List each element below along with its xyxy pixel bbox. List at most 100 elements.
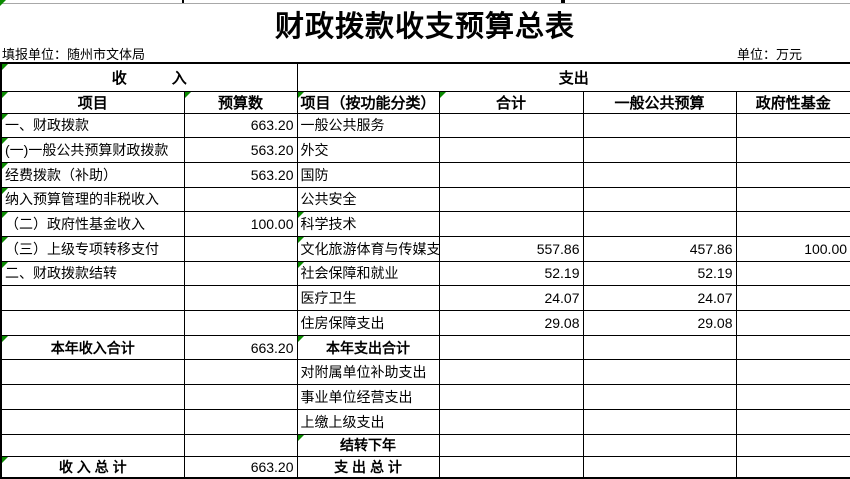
total-cell[interactable]: 29.08 (438, 310, 584, 336)
general-budget-cell[interactable]: 457.86 (582, 235, 737, 262)
budget-cell[interactable] (183, 186, 298, 213)
budget-cell[interactable]: 563.20 (183, 161, 298, 188)
government-fund-cell[interactable] (735, 433, 850, 457)
expense-item-cell[interactable]: 本年支出合计 (296, 334, 440, 361)
total-cell[interactable] (438, 137, 584, 163)
expense-item-cell[interactable]: 支 出 总 计 (296, 455, 440, 479)
budget-cell[interactable] (183, 433, 298, 457)
total-cell[interactable]: 557.86 (438, 235, 584, 262)
general-budget-cell[interactable] (582, 384, 737, 410)
income-item-cell[interactable] (0, 384, 185, 410)
government-fund-cell[interactable]: 100.00 (735, 235, 850, 262)
budget-cell[interactable] (183, 260, 298, 287)
expense-item-cell[interactable]: 住房保障支出 (296, 310, 440, 336)
income-group-header-cell[interactable]: 收 入 (0, 62, 298, 92)
general-budget-cell[interactable]: 29.08 (582, 310, 737, 336)
income-item-cell[interactable]: （二）政府性基金收入 (0, 211, 185, 237)
general-budget-cell[interactable] (582, 455, 737, 479)
government-fund-cell[interactable] (735, 359, 850, 386)
general-budget-cell[interactable] (582, 408, 737, 435)
budget-cell[interactable] (183, 384, 298, 410)
budget-cell[interactable]: 663.20 (183, 455, 298, 479)
income-item-cell[interactable]: 本年收入合计 (0, 334, 185, 361)
government-fund-cell[interactable] (735, 384, 850, 410)
total-cell[interactable] (438, 408, 584, 435)
col-header-expense-item[interactable]: 项目（按功能分类） (296, 90, 440, 114)
general-budget-cell[interactable] (582, 334, 737, 361)
government-fund-cell[interactable] (735, 137, 850, 163)
total-cell[interactable] (438, 211, 584, 237)
expense-item-cell[interactable]: 文化旅游体育与传媒支出 (296, 235, 440, 262)
expense-item-cell[interactable]: 医疗卫生 (296, 285, 440, 311)
expense-item-cell[interactable]: 社会保障和就业 (296, 260, 440, 287)
total-cell[interactable] (438, 334, 584, 361)
total-cell[interactable]: 24.07 (438, 285, 584, 311)
income-item-cell[interactable]: 经费拨款（补助） (0, 161, 185, 188)
budget-cell[interactable] (183, 285, 298, 311)
government-fund-cell[interactable] (735, 334, 850, 361)
budget-cell[interactable] (183, 359, 298, 386)
budget-cell[interactable] (183, 408, 298, 435)
col-header-general-public-budget[interactable]: 一般公共预算 (582, 90, 737, 114)
government-fund-cell[interactable] (735, 161, 850, 188)
government-fund-cell[interactable] (735, 186, 850, 213)
general-budget-cell[interactable] (582, 359, 737, 386)
budget-cell[interactable]: 563.20 (183, 137, 298, 163)
general-budget-cell[interactable]: 52.19 (582, 260, 737, 287)
income-item-cell[interactable] (0, 359, 185, 386)
error-flag-icon (2, 336, 8, 342)
col-header-budget[interactable]: 预算数 (183, 90, 298, 114)
total-cell[interactable] (438, 455, 584, 479)
government-fund-cell[interactable] (735, 112, 850, 139)
income-item-cell[interactable] (0, 285, 185, 311)
budget-cell[interactable] (183, 310, 298, 336)
expense-item-cell[interactable]: 结转下年 (296, 433, 440, 457)
general-budget-cell[interactable] (582, 161, 737, 188)
cell-text: 563.20 (250, 166, 294, 183)
budget-cell[interactable] (183, 235, 298, 262)
total-cell[interactable] (438, 186, 584, 213)
income-item-cell[interactable]: 一、财政拨款 (0, 112, 185, 139)
col-header-total[interactable]: 合计 (438, 90, 584, 114)
income-item-cell[interactable]: 二、财政拨款结转 (0, 260, 185, 287)
total-cell[interactable]: 52.19 (438, 260, 584, 287)
expense-item-cell[interactable]: 对附属单位补助支出 (296, 359, 440, 386)
expense-item-cell[interactable]: 公共安全 (296, 186, 440, 213)
expense-item-cell[interactable]: 国防 (296, 161, 440, 188)
government-fund-cell[interactable] (735, 408, 850, 435)
income-item-cell[interactable] (0, 310, 185, 336)
total-cell[interactable] (438, 433, 584, 457)
total-cell[interactable] (438, 359, 584, 386)
income-item-cell[interactable]: 收 入 总 计 (0, 455, 185, 479)
general-budget-cell[interactable] (582, 186, 737, 213)
total-cell[interactable] (438, 112, 584, 139)
general-budget-cell[interactable]: 24.07 (582, 285, 737, 311)
income-item-cell[interactable] (0, 408, 185, 435)
total-cell[interactable] (438, 384, 584, 410)
general-budget-cell[interactable] (582, 211, 737, 237)
expense-item-cell[interactable]: 上缴上级支出 (296, 408, 440, 435)
total-cell[interactable] (438, 161, 584, 188)
general-budget-cell[interactable] (582, 433, 737, 457)
expense-item-cell[interactable]: 外交 (296, 137, 440, 163)
col-header-income-item[interactable]: 项目 (0, 90, 185, 114)
government-fund-cell[interactable] (735, 285, 850, 311)
income-item-cell[interactable]: 纳入预算管理的非税收入 (0, 186, 185, 213)
government-fund-cell[interactable] (735, 310, 850, 336)
income-item-cell[interactable] (0, 433, 185, 457)
income-item-cell[interactable]: （三）上级专项转移支付 (0, 235, 185, 262)
budget-cell[interactable]: 663.20 (183, 112, 298, 139)
expense-item-cell[interactable]: 一般公共服务 (296, 112, 440, 139)
col-header-government-fund[interactable]: 政府性基金 (735, 90, 850, 114)
government-fund-cell[interactable] (735, 260, 850, 287)
budget-cell[interactable]: 663.20 (183, 334, 298, 361)
expense-group-header-cell[interactable]: 支出 (296, 62, 850, 92)
budget-cell[interactable]: 100.00 (183, 211, 298, 237)
expense-item-cell[interactable]: 科学技术 (296, 211, 440, 237)
income-item-cell[interactable]: (一)一般公共预算财政拨款 (0, 137, 185, 163)
general-budget-cell[interactable] (582, 112, 737, 139)
government-fund-cell[interactable] (735, 211, 850, 237)
general-budget-cell[interactable] (582, 137, 737, 163)
government-fund-cell[interactable] (735, 455, 850, 479)
expense-item-cell[interactable]: 事业单位经营支出 (296, 384, 440, 410)
